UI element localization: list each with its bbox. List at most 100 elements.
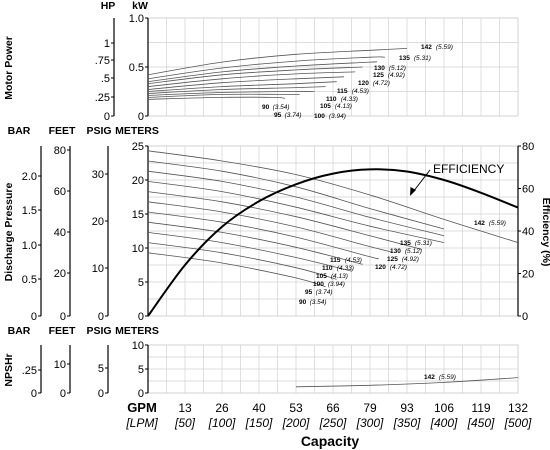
power-label-value-90: (3.54) xyxy=(273,104,290,111)
gpm-tick-label: 26 xyxy=(215,401,229,415)
gpm-label: GPM xyxy=(127,400,157,415)
efficiency-axis-label: Efficiency (%) xyxy=(540,198,550,267)
lpm-tick-label: [250] xyxy=(319,416,347,430)
pressure-curve-125 xyxy=(147,181,445,243)
lpm-tick-label: [500] xyxy=(504,416,532,430)
hp-header: HP xyxy=(101,0,116,12)
pressure-curve-90 xyxy=(147,252,326,288)
pressure-curve-120 xyxy=(147,191,422,250)
gpm-tick-label: 66 xyxy=(326,401,340,415)
pressure-label-130: 130 xyxy=(390,248,401,255)
power-label-115: 115 xyxy=(337,88,348,95)
pressure-label-value-125: (4.92) xyxy=(402,256,419,263)
pressure-meters-header: METERS xyxy=(115,125,159,137)
power-curve-130 xyxy=(147,61,378,83)
power-label-105: 105 xyxy=(320,103,331,110)
psig-tick-label: 30 xyxy=(92,169,104,181)
npshr-feet-header: FEET xyxy=(49,325,76,337)
kw-tick-label: 0.5 xyxy=(129,62,144,74)
pressure-label-115: 115 xyxy=(330,257,341,264)
pressure-label-135: 135 xyxy=(400,240,411,247)
lpm-tick-label: [50] xyxy=(174,416,196,430)
efficiency-callout: EFFICIENCY xyxy=(433,162,504,176)
pressure-curve-142 xyxy=(147,150,519,243)
pressure-feet-header: FEET xyxy=(49,125,76,137)
power-label-90: 90 xyxy=(262,104,270,111)
feet-tick-label: 20 xyxy=(54,268,66,280)
pressure-curve-135 xyxy=(147,160,445,230)
efficiency-tick-label: 20 xyxy=(522,269,534,281)
feet-tick-label: 0 xyxy=(60,311,66,323)
power-label-value-125: (4.92) xyxy=(388,72,405,79)
pressure-label-value-130: (5.12) xyxy=(405,248,422,255)
pressure-psig-header: PSIG xyxy=(86,125,111,137)
power-curve-110 xyxy=(147,81,337,92)
kw-header: kW xyxy=(132,0,148,12)
axes: 1 .75 .5 .25 0 1.0 0.5 0 HP kW Motor Power 25 20 15 10… xyxy=(3,0,550,449)
pressure-label-95: 95 xyxy=(305,289,313,296)
pressure-label-value-95: (3.74) xyxy=(316,289,333,296)
lpm-tick-label: [200] xyxy=(282,416,310,430)
npshr-meters-header: METERS xyxy=(115,325,159,337)
discharge-pressure-label: Discharge Pressure xyxy=(3,183,15,282)
hp-tick-label: .5 xyxy=(101,73,110,85)
power-label-value-100: (3.94) xyxy=(329,113,346,120)
power-curve-120 xyxy=(147,71,356,87)
power-curve-105 xyxy=(147,86,326,94)
gpm-tick-label: 93 xyxy=(400,401,414,415)
pressure-label-90: 90 xyxy=(299,299,307,306)
power-label-value-110: (4.33) xyxy=(341,96,358,103)
psig-tick-label: 20 xyxy=(92,216,104,228)
hp-tick-label: .75 xyxy=(95,55,110,67)
efficiency-callout-arrow xyxy=(410,187,416,196)
bar-tick-label: 0 xyxy=(31,311,37,323)
gpm-tick-label: 119 xyxy=(471,401,490,415)
hp-tick-label: .25 xyxy=(95,92,110,104)
pressure-curve-130 xyxy=(147,170,445,237)
feet-tick-label: 80 xyxy=(54,145,66,157)
capacity-label: Capacity xyxy=(301,433,360,449)
pressure-label-125: 125 xyxy=(387,256,398,263)
pressure-label-105: 105 xyxy=(316,273,327,280)
lpm-tick-label: [100] xyxy=(208,416,236,430)
power-label-value-105: (4.13) xyxy=(335,103,352,110)
lpm-tick-label: [400] xyxy=(430,416,458,430)
npshr-feet-tick-label: 0 xyxy=(60,388,66,400)
pressure-label-110: 110 xyxy=(322,265,333,272)
pressure-label-100: 100 xyxy=(313,281,324,288)
npshr-meters-tick-label: 10 xyxy=(132,340,144,352)
npshr-curve-142 xyxy=(295,377,519,388)
feet-tick-label: 60 xyxy=(54,186,66,198)
power-curve-90 xyxy=(147,96,285,100)
power-label-110: 110 xyxy=(326,96,337,103)
bar-tick-label: 2.0 xyxy=(22,171,37,183)
bar-tick-label: 1.5 xyxy=(22,205,37,217)
lpm-tick-label: [300] xyxy=(356,416,384,430)
npshr-psig-tick-label: 0 xyxy=(98,388,104,400)
kw-tick-label: 1.0 xyxy=(129,13,144,25)
pressure-curve-115 xyxy=(147,201,393,253)
pressure-label-value-142: (5.59) xyxy=(489,220,506,227)
lpm-tick-label: [450] xyxy=(467,416,495,430)
gpm-tick-label: 40 xyxy=(252,401,266,415)
power-label-120: 120 xyxy=(358,80,369,87)
power-label-125: 125 xyxy=(373,72,384,79)
bar-tick-label: 0.5 xyxy=(22,274,37,286)
pressure-label-142: 142 xyxy=(474,220,485,227)
meters-tick-label: 15 xyxy=(132,209,144,221)
npshr-meters-tick-label: 0 xyxy=(138,388,144,400)
efficiency-callout-leader xyxy=(412,169,431,193)
power-curve-95 xyxy=(147,93,300,98)
lpm-label: [LPM] xyxy=(125,416,158,430)
efficiency-tick-label: 40 xyxy=(522,226,534,238)
hp-tick-label: 1 xyxy=(104,38,110,50)
pressure-label-value-115: (4.53) xyxy=(345,257,362,264)
pressure-curve-110 xyxy=(147,211,379,260)
pressure-curve-95 xyxy=(147,242,337,280)
power-label-value-95: (3.74) xyxy=(285,112,302,119)
lpm-tick-label: [150] xyxy=(245,416,273,430)
power-label-value-142: (5.59) xyxy=(436,44,453,51)
meters-tick-label: 0 xyxy=(138,311,144,323)
power-label-142: 142 xyxy=(421,44,432,51)
